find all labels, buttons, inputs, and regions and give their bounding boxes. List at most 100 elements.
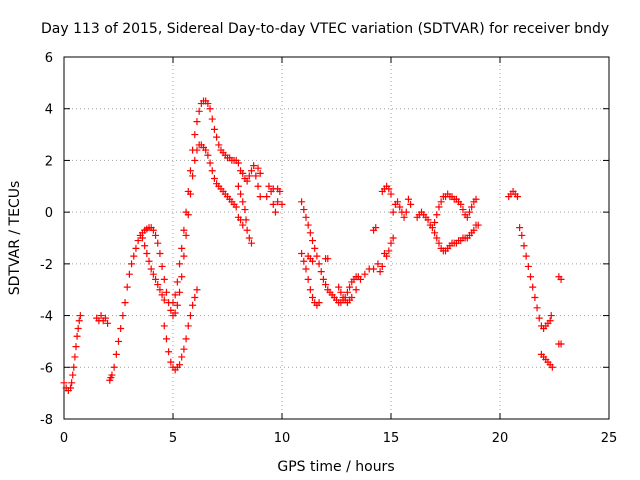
data-point	[193, 286, 201, 294]
data-point	[147, 265, 155, 273]
data-point	[180, 345, 188, 353]
data-point	[527, 273, 535, 281]
data-point	[138, 234, 146, 242]
data-point	[167, 306, 175, 314]
data-point	[232, 203, 240, 211]
x-tick-label: 15	[383, 431, 400, 446]
data-point	[404, 195, 412, 203]
data-point	[186, 167, 194, 175]
data-point	[189, 301, 197, 309]
data-point	[167, 358, 175, 366]
data-point	[123, 283, 131, 291]
data-point	[125, 270, 133, 278]
data-point	[407, 200, 415, 208]
data-point	[215, 141, 223, 149]
data-point	[263, 193, 271, 201]
data-point	[204, 151, 212, 159]
data-point	[108, 371, 116, 379]
data-point	[67, 384, 75, 392]
data-point	[104, 319, 112, 327]
data-point	[165, 348, 173, 356]
data-point	[195, 107, 203, 115]
data-point	[68, 379, 76, 387]
data-point	[178, 273, 186, 281]
data-point	[385, 185, 393, 193]
data-point	[213, 133, 221, 141]
x-axis-label: GPS time / hours	[277, 459, 394, 475]
data-point	[74, 325, 82, 332]
data-point	[206, 105, 214, 113]
data-point	[97, 312, 105, 320]
data-point	[548, 363, 556, 371]
data-point	[71, 353, 79, 361]
data-point	[115, 337, 122, 345]
data-point	[535, 314, 543, 322]
data-point	[433, 234, 441, 242]
y-tick-label: -4	[40, 310, 53, 325]
data-point	[154, 281, 162, 289]
data-point	[472, 195, 480, 203]
data-point	[210, 175, 218, 183]
data-point	[335, 283, 343, 291]
data-point	[210, 125, 218, 133]
data-point	[557, 340, 565, 348]
data-point	[145, 257, 153, 265]
data-point	[234, 159, 242, 167]
data-point	[239, 198, 247, 206]
data-point	[300, 257, 308, 265]
data-point	[184, 187, 192, 195]
data-point	[385, 247, 393, 255]
data-point	[428, 224, 436, 232]
data-point	[134, 237, 142, 245]
data-point	[60, 379, 68, 387]
data-point	[459, 206, 467, 214]
data-point	[160, 275, 168, 283]
data-point	[315, 260, 323, 268]
data-point	[70, 363, 78, 371]
data-point	[547, 312, 555, 320]
data-point	[518, 231, 526, 239]
data-point	[394, 198, 402, 206]
data-point	[250, 162, 258, 170]
x-tick-label: 25	[601, 431, 618, 446]
data-point	[193, 118, 201, 126]
y-tick-label: -8	[40, 413, 53, 428]
data-point	[160, 296, 168, 304]
data-point	[306, 286, 314, 294]
data-point	[152, 275, 160, 283]
y-axis-label: SDTVAR / TECUs	[7, 181, 23, 296]
data-point	[348, 293, 356, 301]
data-point	[522, 252, 530, 260]
data-point	[117, 325, 125, 332]
data-point	[319, 275, 327, 283]
plot-frame	[63, 56, 610, 420]
data-point	[374, 260, 382, 268]
data-point	[173, 301, 181, 309]
data-point	[252, 172, 260, 180]
data-point	[76, 312, 84, 320]
data-point	[191, 293, 199, 301]
data-point	[156, 286, 164, 294]
data-point	[317, 268, 325, 276]
x-tick-label: 5	[169, 431, 177, 446]
data-point	[400, 213, 408, 221]
data-point	[121, 299, 129, 307]
data-point	[162, 288, 170, 296]
data-point	[191, 131, 199, 139]
data-point	[110, 363, 118, 371]
data-point	[141, 242, 149, 250]
data-point	[173, 278, 181, 286]
data-point	[387, 190, 395, 198]
y-tick-label: 4	[45, 103, 53, 118]
data-point	[247, 239, 255, 247]
data-point	[256, 169, 264, 177]
data-point	[69, 371, 77, 379]
data-point	[204, 100, 212, 108]
data-point	[243, 226, 251, 234]
data-point	[356, 275, 364, 283]
y-tick-label: -2	[40, 258, 53, 273]
data-point	[431, 218, 439, 226]
data-point	[271, 208, 279, 216]
data-point	[520, 242, 528, 250]
data-point	[361, 270, 369, 278]
